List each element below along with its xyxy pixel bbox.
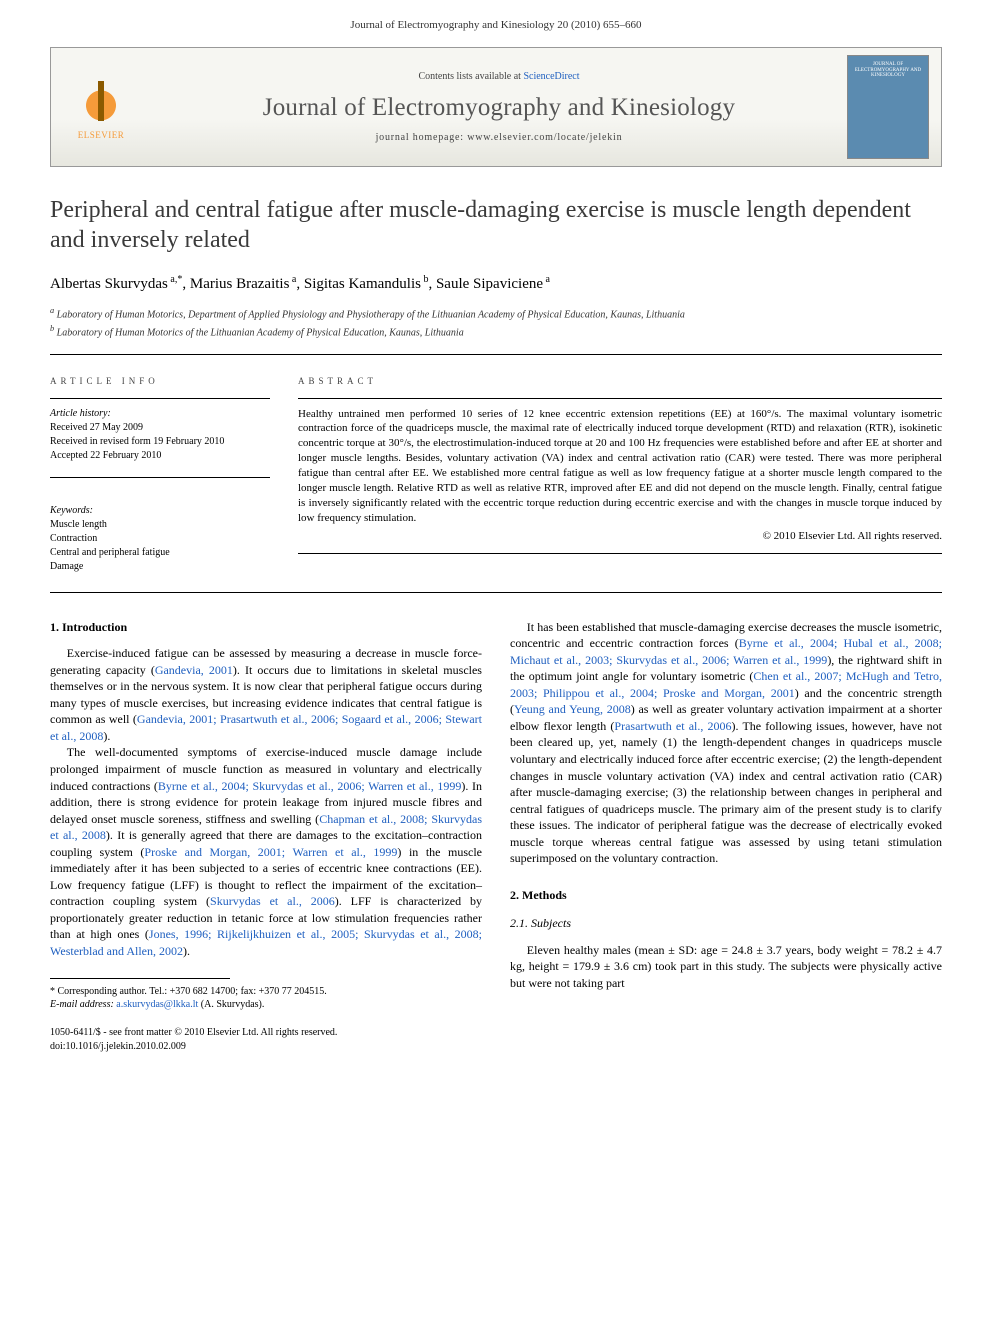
article-info-head: ARTICLE INFO: [50, 375, 270, 388]
author: Saule Sipaviciene: [436, 276, 543, 292]
author-sup: a: [289, 274, 296, 285]
author-list: Albertas Skurvydas a,*, Marius Brazaitis…: [50, 273, 942, 295]
journal-name: Journal of Electromyography and Kinesiol…: [161, 90, 837, 125]
author-sup: b: [421, 274, 429, 285]
author: Sigitas Kamandulis: [304, 276, 421, 292]
col2-p1: It has been established that muscle-dama…: [510, 619, 942, 867]
meta-row: ARTICLE INFO Article history: Received 2…: [50, 355, 942, 574]
corresponding-author: * Corresponding author. Tel.: +370 682 1…: [50, 985, 482, 999]
title-block: Peripheral and central fatigue after mus…: [50, 195, 942, 340]
footnote-rule: [50, 978, 230, 979]
doi: doi:10.1016/j.jelekin.2010.02.009: [50, 1040, 942, 1054]
subsection-head-subjects: 2.1. Subjects: [510, 915, 942, 932]
author-sup: a: [543, 274, 550, 285]
section-head-methods: 2. Methods: [510, 887, 942, 904]
ref-link[interactable]: Prasartwuth et al., 2006: [614, 719, 731, 733]
publisher-name: ELSEVIER: [78, 129, 125, 142]
ref-link[interactable]: Yeung and Yeung, 2008: [514, 702, 631, 716]
intro-p1: Exercise-induced fatigue can be assessed…: [50, 645, 482, 744]
history-date: Received in revised form 19 February 201…: [50, 435, 270, 449]
keyword: Central and peripheral fatigue: [50, 546, 270, 560]
copyright: © 2010 Elsevier Ltd. All rights reserved…: [298, 529, 942, 544]
intro-p2: The well-documented symptoms of exercise…: [50, 744, 482, 959]
contents-available: Contents lists available at ScienceDirec…: [161, 70, 837, 84]
affiliations: a Laboratory of Human Motorics, Departme…: [50, 305, 942, 340]
affiliation: a Laboratory of Human Motorics, Departme…: [50, 305, 942, 322]
elsevier-tree-icon: [74, 73, 128, 127]
ref-link[interactable]: Byrne et al., 2004; Skurvydas et al., 20…: [158, 779, 461, 793]
column-left: 1. Introduction Exercise-induced fatigue…: [50, 619, 482, 1013]
article-title: Peripheral and central fatigue after mus…: [50, 195, 942, 255]
banner-center: Contents lists available at ScienceDirec…: [151, 70, 847, 145]
ref-link[interactable]: Skurvydas et al., 2006: [210, 894, 335, 908]
author-sup: a,*: [168, 274, 182, 285]
history-date: Received 27 May 2009: [50, 421, 270, 435]
journal-banner: ELSEVIER Contents lists available at Sci…: [50, 47, 942, 167]
journal-homepage: journal homepage: www.elsevier.com/locat…: [161, 131, 837, 145]
ref-link[interactable]: Gandevia, 2001: [155, 663, 233, 677]
front-matter: 1050-6411/$ - see front matter © 2010 El…: [50, 1026, 942, 1040]
column-right: It has been established that muscle-dama…: [510, 619, 942, 1013]
journal-cover-thumb: JOURNAL OF ELECTROMYOGRAPHY AND KINESIOL…: [847, 55, 929, 159]
article-info: ARTICLE INFO Article history: Received 2…: [50, 375, 270, 574]
author: Albertas Skurvydas: [50, 276, 168, 292]
keyword: Muscle length: [50, 518, 270, 532]
sciencedirect-link[interactable]: ScienceDirect: [523, 71, 579, 82]
subjects-p: Eleven healthy males (mean ± SD: age = 2…: [510, 942, 942, 992]
abstract-head: ABSTRACT: [298, 375, 942, 388]
email-line: E-mail address: a.skurvydas@lkka.lt (A. …: [50, 998, 482, 1012]
publication-info: 1050-6411/$ - see front matter © 2010 El…: [50, 1026, 942, 1054]
keyword: Damage: [50, 560, 270, 574]
publisher-logo: ELSEVIER: [51, 73, 151, 142]
running-header: Journal of Electromyography and Kinesiol…: [0, 0, 992, 39]
ref-link[interactable]: Proske and Morgan, 2001; Warren et al., …: [144, 845, 397, 859]
double-divider: [50, 592, 942, 593]
cover-label: JOURNAL OF ELECTROMYOGRAPHY AND KINESIOL…: [848, 62, 928, 79]
citation: Journal of Electromyography and Kinesiol…: [350, 19, 641, 31]
abstract-block: ABSTRACT Healthy untrained men performed…: [298, 375, 942, 574]
keyword: Contraction: [50, 532, 270, 546]
history-head: Article history:: [50, 407, 270, 421]
body-columns: 1. Introduction Exercise-induced fatigue…: [50, 619, 942, 1013]
keywords-head: Keywords:: [50, 504, 270, 518]
footnotes: * Corresponding author. Tel.: +370 682 1…: [50, 985, 482, 1013]
history-date: Accepted 22 February 2010: [50, 449, 270, 463]
email-link[interactable]: a.skurvydas@lkka.lt: [116, 999, 198, 1010]
section-head-intro: 1. Introduction: [50, 619, 482, 636]
abstract-text: Healthy untrained men performed 10 serie…: [298, 407, 942, 526]
affiliation: b Laboratory of Human Motorics of the Li…: [50, 323, 942, 340]
author: Marius Brazaitis: [190, 276, 290, 292]
